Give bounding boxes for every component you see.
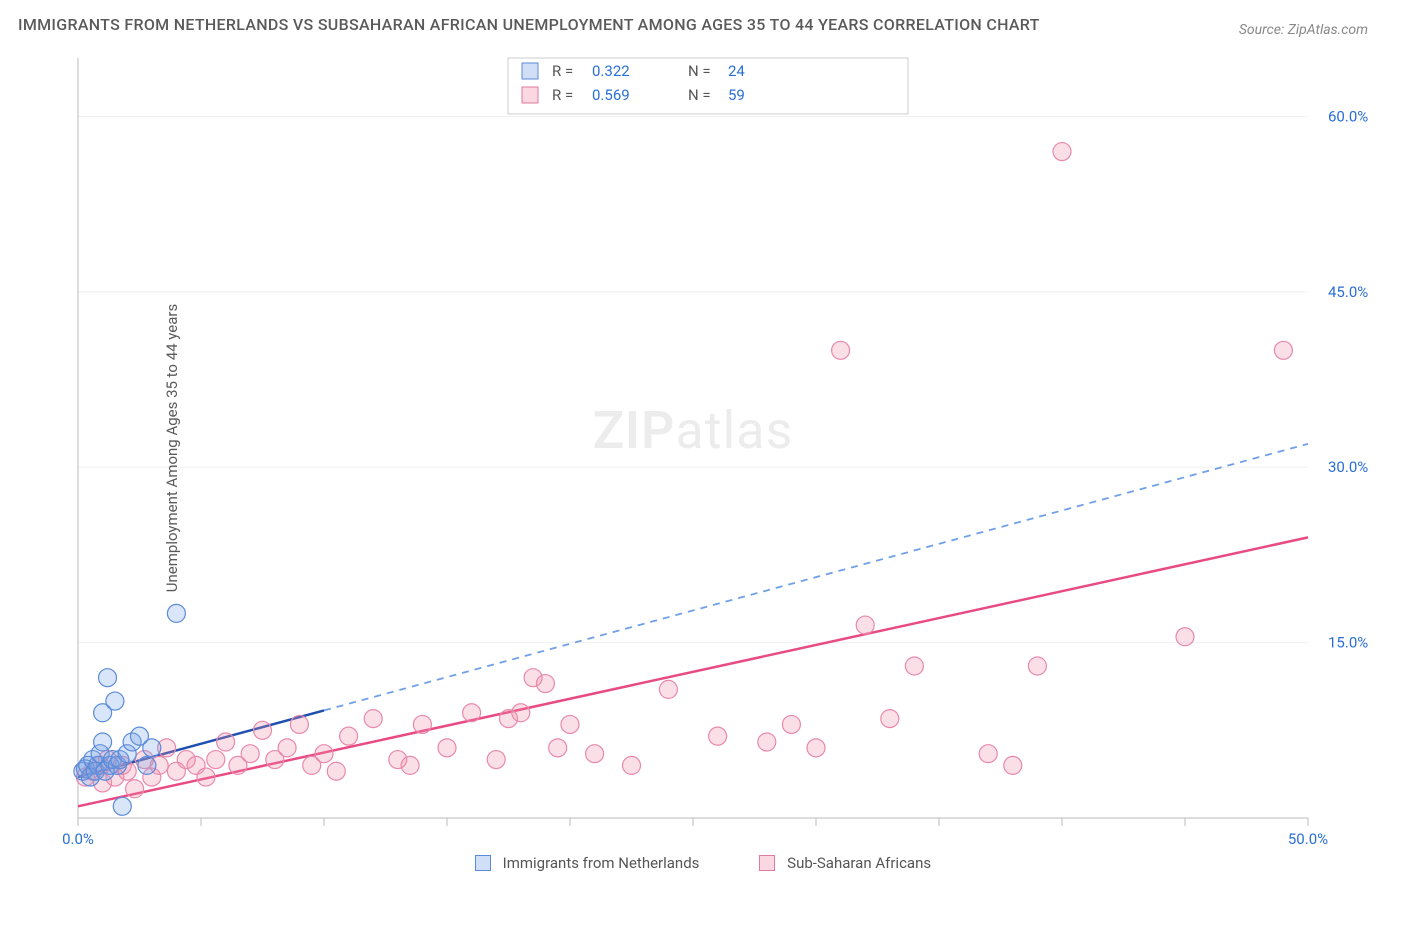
y-tick-label: 60.0% (1328, 107, 1368, 125)
data-point-pink (1028, 657, 1046, 675)
data-point-pink (207, 750, 225, 768)
data-point-pink (463, 703, 481, 721)
data-point-pink (586, 744, 604, 762)
stats-legend-swatch (522, 87, 538, 103)
data-point-pink (512, 703, 530, 721)
stats-r-label: R = (552, 62, 573, 80)
data-point-blue (99, 668, 117, 686)
data-point-pink (487, 750, 505, 768)
y-tick-label: 15.0% (1328, 633, 1368, 651)
legend-swatch-blue (475, 855, 491, 871)
data-point-blue (167, 604, 185, 622)
data-point-pink (438, 738, 456, 756)
data-point-pink (340, 727, 358, 745)
x-tick-label: 0.0% (62, 830, 94, 848)
stats-r-label: R = (552, 86, 573, 104)
y-tick-label: 30.0% (1328, 458, 1368, 476)
data-point-pink (905, 657, 923, 675)
data-point-pink (881, 709, 899, 727)
data-point-pink (1053, 142, 1071, 160)
data-point-pink (807, 738, 825, 756)
data-point-pink (327, 762, 345, 780)
data-point-pink (197, 768, 215, 786)
stats-r-value: 0.569 (592, 86, 630, 104)
data-point-pink (401, 756, 419, 774)
data-point-pink (1176, 627, 1194, 645)
watermark: ZIPatlas (593, 400, 794, 461)
legend-item-pink: Sub-Saharan Africans (759, 854, 931, 872)
data-point-pink (856, 616, 874, 634)
y-tick-label: 45.0% (1328, 282, 1368, 300)
data-point-pink (782, 715, 800, 733)
legend-label-pink: Sub-Saharan Africans (787, 854, 931, 872)
bottom-legend: Immigrants from Netherlands Sub-Saharan … (18, 854, 1388, 872)
data-point-blue (113, 797, 131, 815)
data-point-pink (241, 744, 259, 762)
source-label: Source: ZipAtlas.com (1239, 22, 1368, 38)
data-point-pink (758, 733, 776, 751)
data-point-pink (278, 738, 296, 756)
stats-r-value: 0.322 (592, 62, 630, 80)
data-point-pink (549, 738, 567, 756)
data-point-pink (1004, 756, 1022, 774)
stats-n-label: N = (688, 62, 711, 80)
data-point-pink (659, 680, 677, 698)
data-point-pink (832, 341, 850, 359)
data-point-pink (364, 709, 382, 727)
stats-n-label: N = (688, 86, 711, 104)
data-point-pink (217, 733, 235, 751)
x-tick-label: 50.0% (1288, 830, 1328, 848)
correlation-scatter-chart: ZIPatlas 0.0% 50.0% 15.0% 30.0% 45.0% 60.0% R =… (58, 48, 1378, 848)
data-point-pink (979, 744, 997, 762)
data-point-blue (106, 692, 124, 710)
data-point-pink (623, 756, 641, 774)
data-point-pink (315, 744, 333, 762)
legend-label-blue: Immigrants from Netherlands (503, 854, 700, 872)
data-point-pink (1274, 341, 1292, 359)
stats-legend-swatch (522, 63, 538, 79)
trend-line-pink (78, 537, 1308, 806)
chart-title: IMMIGRANTS FROM NETHERLANDS VS SUBSAHARA… (18, 12, 1040, 38)
data-point-pink (290, 715, 308, 733)
data-point-blue (138, 756, 156, 774)
data-point-pink (413, 715, 431, 733)
legend-item-blue: Immigrants from Netherlands (475, 854, 700, 872)
data-point-pink (126, 779, 144, 797)
stats-n-value: 59 (728, 86, 745, 104)
data-point-pink (536, 674, 554, 692)
data-point-pink (254, 721, 272, 739)
stats-n-value: 24 (728, 62, 745, 80)
data-point-pink (709, 727, 727, 745)
data-point-pink (561, 715, 579, 733)
trend-line-blue-extrapolated (324, 443, 1308, 710)
data-point-blue (94, 733, 112, 751)
y-axis-label: Unemployment Among Ages 35 to 44 years (163, 303, 181, 591)
legend-swatch-pink (759, 855, 775, 871)
data-point-blue (143, 738, 161, 756)
